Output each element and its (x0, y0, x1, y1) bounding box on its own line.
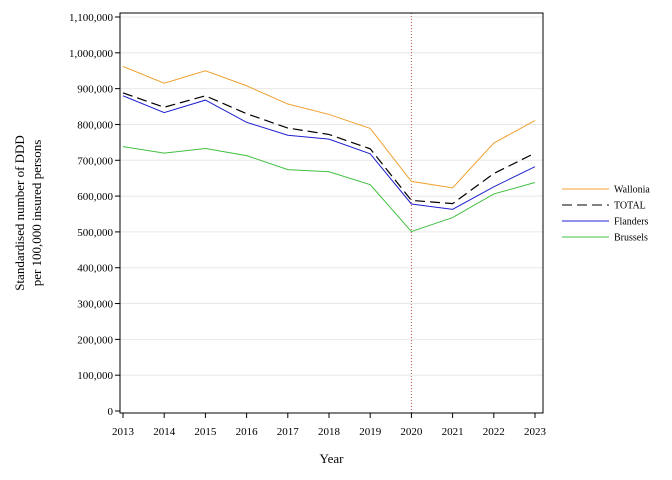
y-tick-label: 100,000 (77, 370, 113, 382)
series-line-wallonia (122, 65, 536, 189)
legend-label-wallonia: Wallonia (614, 185, 650, 196)
plot-area-frame (119, 12, 544, 414)
y-tick-label: 400,000 (77, 263, 113, 275)
y-tick-label: 900,000 (77, 84, 113, 96)
y-axis: 0 100,000 200,000 300,000 400,000 500,000 600,… (69, 12, 120, 418)
x-tick-label: 2022 (483, 426, 505, 438)
y-tick-label: 300,000 (77, 299, 113, 311)
x-axis-title: Year (320, 451, 345, 466)
x-tick-label: 2023 (524, 426, 547, 438)
series-line-brussels (122, 146, 536, 233)
x-tick-label: 2018 (318, 426, 341, 438)
series-layer (122, 65, 536, 233)
legend-label-brussels: Brussels (614, 233, 648, 244)
y-axis-title-line-2: per 100,000 insured persons (29, 140, 44, 287)
y-tick-label: 700,000 (77, 155, 113, 167)
x-tick-label: 2014 (153, 426, 176, 438)
x-tick-label: 2015 (194, 426, 217, 438)
gridlines (120, 16, 543, 376)
legend-label-flanders: Flanders (614, 217, 649, 228)
y-tick-label: 1,000,000 (69, 48, 114, 60)
x-axis: 2013 2014 2015 2016 2017 2018 2019 2020 2021 2022… (112, 413, 547, 438)
x-tick-label: 2016 (236, 426, 259, 438)
y-tick-label: 0 (108, 406, 114, 418)
y-tick-label: 1,100,000 (69, 12, 114, 24)
legend: Wallonia TOTAL Flanders Brussels (562, 185, 650, 244)
x-tick-label: 2019 (359, 426, 382, 438)
series-line-total (122, 92, 536, 205)
y-tick-label: 800,000 (77, 119, 113, 131)
y-tick-label: 200,000 (77, 334, 113, 346)
x-tick-label: 2013 (112, 426, 135, 438)
x-tick-label: 2017 (277, 426, 300, 438)
y-axis-title-line-1: Standardised number of DDD (12, 135, 27, 291)
y-tick-label: 600,000 (77, 191, 113, 203)
x-tick-label: 2020 (400, 426, 423, 438)
y-tick-label: 500,000 (77, 227, 113, 239)
legend-label-total: TOTAL (614, 201, 646, 212)
x-tick-label: 2021 (442, 426, 464, 438)
series-line-flanders (122, 95, 536, 210)
